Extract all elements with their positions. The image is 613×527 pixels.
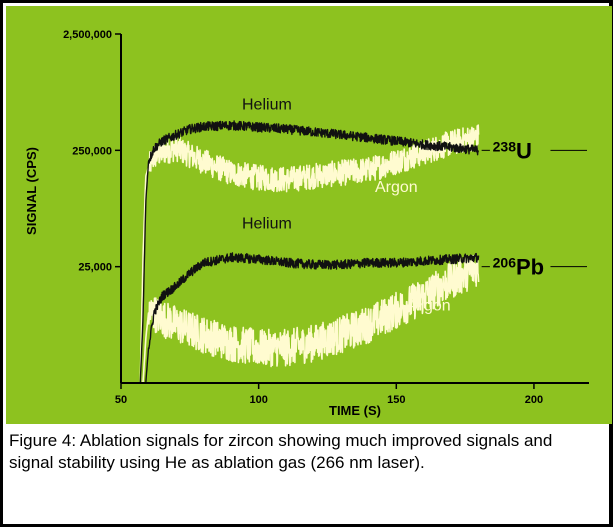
series-argon-206pb: [139, 254, 480, 384]
x-tick-label: 100: [249, 394, 267, 406]
annotation-helium: Helium: [242, 216, 292, 233]
y-axis-label: SIGNAL (CPS): [24, 147, 39, 235]
figure-caption: Figure 4: Ablation signals for zircon sh…: [9, 431, 553, 472]
y-tick-label: 2,500,000: [63, 29, 112, 41]
y-tick-label: 25,000: [78, 262, 112, 274]
series-argon-238u: [139, 124, 480, 384]
isotope-label-pb: 206Pb: [493, 255, 544, 280]
series-helium-206pb: [139, 252, 480, 384]
x-axis-label: TIME (S): [329, 403, 381, 418]
x-tick-label: 150: [387, 394, 405, 406]
isotope-label-u: 238U: [493, 138, 532, 163]
isotope-mass: 206: [493, 255, 517, 271]
isotope-element: U: [516, 138, 532, 163]
series-helium-238u: [139, 120, 480, 384]
y-tick-label: 250,000: [72, 145, 112, 157]
chart-background: [6, 6, 612, 424]
isotope-element: Pb: [516, 255, 544, 280]
x-tick-label: 50: [115, 394, 127, 406]
x-tick-label: 200: [525, 394, 543, 406]
annotation-argon: Argon: [375, 179, 418, 196]
chart: 50 100 150 200 25,000 250,000 2,500,000 SIGNAL…: [6, 6, 612, 424]
isotope-mass: 238: [493, 138, 517, 154]
annotation-argon: Argon: [408, 297, 451, 314]
annotation-helium: Helium: [242, 97, 292, 114]
